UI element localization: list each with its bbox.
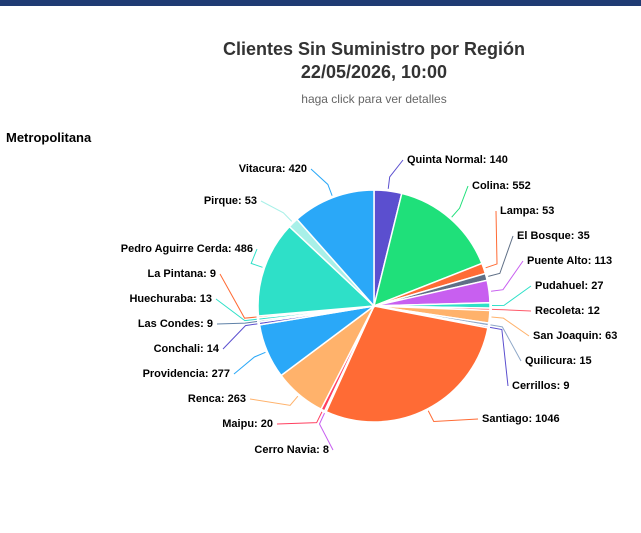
leader-line bbox=[310, 168, 333, 196]
data-label: Pedro Aguirre Cerda: 486 bbox=[121, 243, 253, 255]
data-label: Providencia: 277 bbox=[143, 368, 230, 380]
leader-line bbox=[318, 412, 334, 451]
leader-line bbox=[216, 321, 258, 325]
chart-title: 22/05/2026, 10:00 bbox=[301, 62, 447, 82]
leader-line bbox=[249, 395, 299, 406]
leader-line bbox=[233, 351, 266, 375]
data-label: Conchali: 14 bbox=[154, 343, 220, 355]
leader-line bbox=[488, 235, 514, 277]
data-label: Quilicura: 15 bbox=[525, 355, 592, 367]
data-label: Huechuraba: 13 bbox=[129, 293, 212, 305]
leader-line bbox=[491, 308, 532, 312]
data-label: Renca: 263 bbox=[188, 393, 246, 405]
data-label: Las Condes: 9 bbox=[138, 318, 213, 330]
leader-line bbox=[491, 316, 530, 337]
leader-line bbox=[485, 210, 498, 269]
leader-line bbox=[250, 248, 263, 268]
leader-line bbox=[490, 324, 522, 362]
data-label: Vitacura: 420 bbox=[239, 163, 307, 175]
data-label: El Bosque: 35 bbox=[517, 230, 590, 242]
data-label: Puente Alto: 113 bbox=[527, 255, 612, 267]
top-bar bbox=[0, 0, 641, 6]
data-label: Lampa: 53 bbox=[500, 205, 554, 217]
leader-line bbox=[491, 260, 524, 292]
section-title: Metropolitana bbox=[6, 130, 92, 145]
data-label: San Joaquin: 63 bbox=[533, 330, 617, 342]
pie-slice[interactable] bbox=[257, 225, 376, 317]
data-label: Cerrillos: 9 bbox=[512, 380, 569, 392]
data-label: La Pintana: 9 bbox=[148, 268, 216, 280]
pie-slice[interactable] bbox=[325, 305, 489, 423]
data-label: Quinta Normal: 140 bbox=[407, 154, 508, 166]
leader-line bbox=[260, 200, 293, 222]
pie-slice[interactable] bbox=[372, 192, 483, 308]
leader-line bbox=[222, 323, 258, 350]
data-label: Recoleta: 12 bbox=[535, 305, 600, 317]
data-label: Colina: 552 bbox=[472, 180, 531, 192]
leader-line bbox=[427, 410, 479, 422]
leader-line bbox=[276, 411, 323, 425]
leader-line bbox=[489, 326, 509, 387]
chart-title: Clientes Sin Suministro por Región bbox=[223, 39, 525, 59]
leader-line bbox=[219, 273, 257, 319]
data-label: Pudahuel: 27 bbox=[535, 280, 603, 292]
leader-line bbox=[215, 298, 257, 322]
leader-line bbox=[491, 285, 532, 306]
chart-subtitle[interactable]: haga click para ver detalles bbox=[301, 92, 446, 106]
data-label: Pirque: 53 bbox=[204, 195, 257, 207]
data-label: Cerro Navia: 8 bbox=[254, 444, 329, 456]
leader-line bbox=[451, 185, 469, 218]
pie-slice[interactable] bbox=[295, 189, 375, 308]
data-label: Maipu: 20 bbox=[222, 418, 273, 430]
leader-line bbox=[387, 159, 404, 189]
data-label: Santiago: 1046 bbox=[482, 413, 560, 425]
